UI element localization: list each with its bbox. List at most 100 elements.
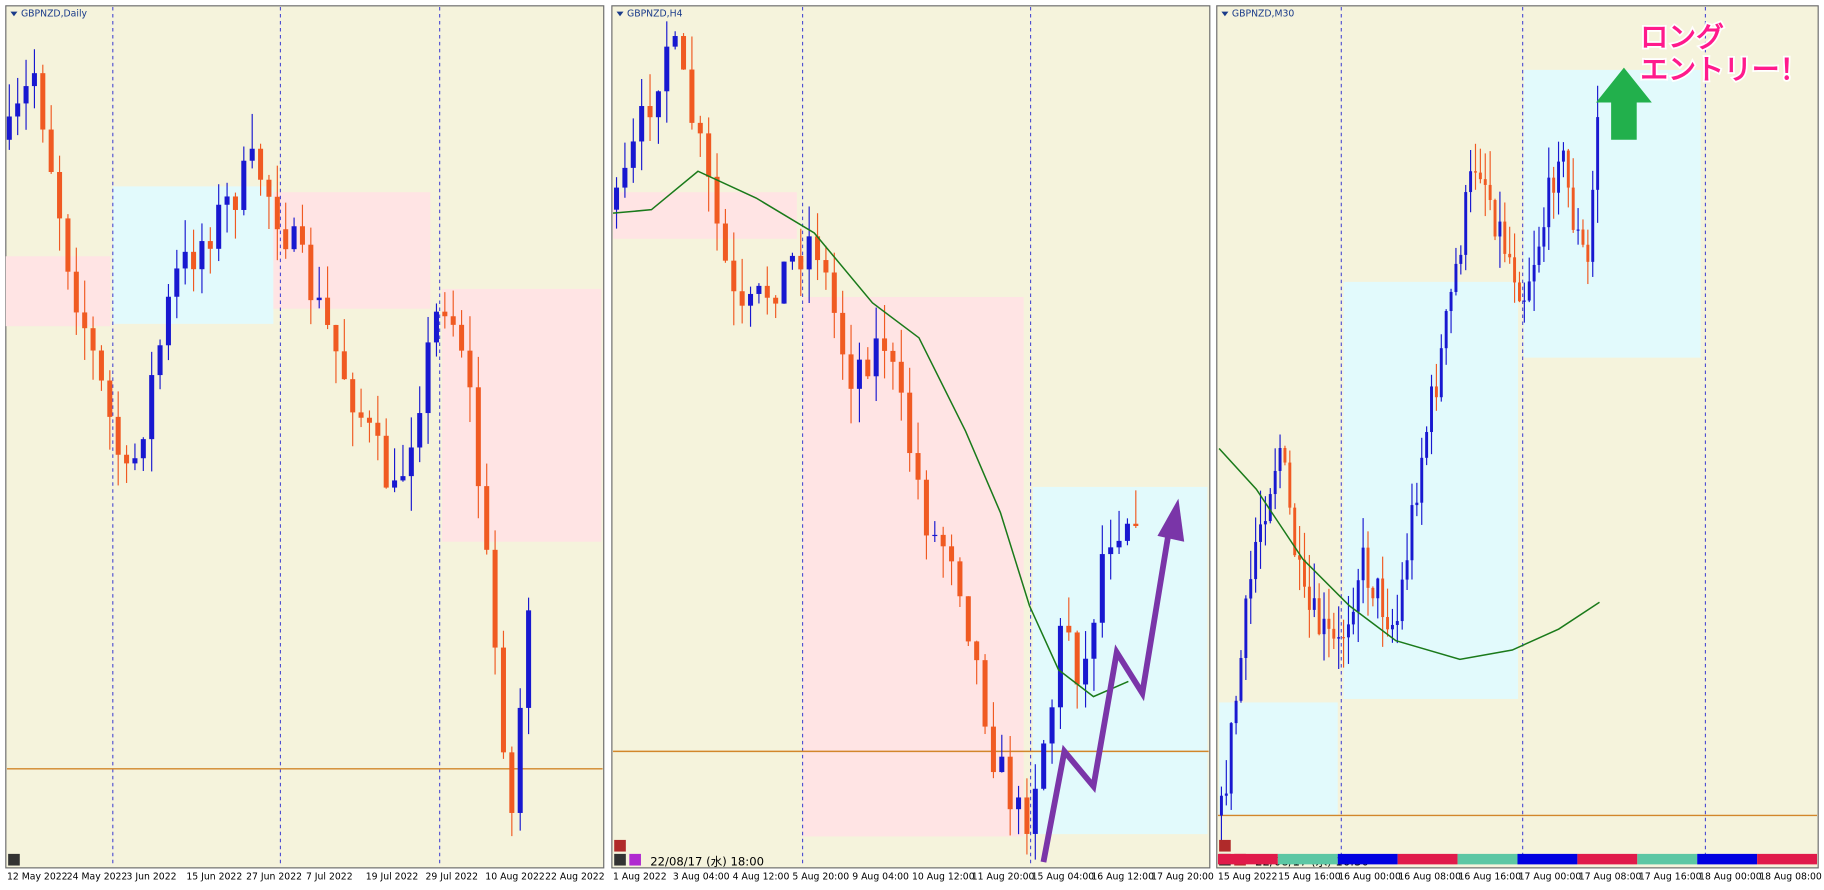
candle-body (1032, 788, 1038, 834)
candle-body (697, 122, 703, 134)
candle-body (764, 285, 770, 298)
candle-body (442, 311, 448, 317)
candle-body (1503, 221, 1507, 254)
candle-body (1542, 227, 1546, 247)
timestamp-label: 22/08/17 (水) 18:00 (650, 855, 764, 869)
candle-body (140, 439, 146, 459)
candle-body (1566, 150, 1570, 188)
candle-body (1459, 254, 1463, 264)
x-axis-label: 17 Aug 08:00 (1579, 872, 1642, 883)
candle-body (375, 422, 381, 436)
candle-body (1016, 797, 1022, 810)
candle-body (509, 752, 515, 813)
candle-body (1449, 291, 1453, 312)
candle-body (1571, 187, 1575, 230)
candle-body (1537, 246, 1541, 265)
candle-body (789, 255, 795, 262)
candle-body (1133, 523, 1139, 527)
panel-menu-arrow (616, 11, 624, 17)
candle-body (90, 328, 96, 351)
candle-body (1547, 177, 1551, 228)
candle-body (165, 296, 171, 346)
candle-body (1083, 658, 1089, 685)
entry-annotation: エントリー！ (1640, 53, 1807, 86)
candle-body (815, 236, 821, 261)
session-bar (1337, 853, 1398, 865)
candle-body (1317, 598, 1321, 635)
x-axis-label: 18 Aug 00:00 (1699, 872, 1762, 883)
candle-body (898, 361, 904, 393)
candle-body (1390, 624, 1394, 630)
candle-body (1386, 617, 1390, 630)
candle-body (383, 435, 389, 488)
candle-body (1342, 637, 1346, 639)
session-bar (1277, 853, 1338, 865)
candle-body (1259, 524, 1262, 542)
candle-body (199, 241, 205, 270)
candle-body (283, 229, 289, 250)
candle-body (714, 176, 720, 224)
x-axis-label: 9 Aug 04:00 (852, 872, 909, 883)
x-axis-label: 15 Aug 16:00 (1278, 872, 1341, 883)
candle-body (274, 196, 280, 230)
candle-body (1249, 579, 1253, 599)
candle-body (630, 141, 636, 168)
candle-body (1508, 253, 1512, 258)
candle-body (949, 546, 955, 562)
candle-body (232, 196, 238, 210)
candle-body (1337, 637, 1341, 639)
candle-body (689, 69, 695, 123)
candle-body (1425, 432, 1429, 458)
candle-body (216, 204, 222, 249)
candle-body (856, 359, 862, 389)
candle-body (1366, 547, 1370, 588)
candle-body (890, 350, 896, 362)
candle-body (672, 36, 678, 47)
candle-body (82, 312, 88, 329)
session-bar (1697, 853, 1758, 865)
candle-body (241, 160, 247, 210)
x-axis-label: 17 Aug 20:00 (1151, 872, 1214, 883)
session-bar (1757, 853, 1818, 865)
candle-body (1049, 707, 1055, 744)
candle-body (417, 413, 423, 448)
panel-title: GBPNZD,Daily (21, 8, 88, 19)
candle-body (174, 268, 180, 297)
candle-body (1278, 448, 1282, 471)
candle-body (681, 36, 687, 70)
x-axis-label: 11 Aug 20:00 (972, 872, 1035, 883)
candle-body (1254, 541, 1258, 580)
x-axis-label: 24 May 2022 (67, 872, 128, 883)
candle-body (191, 251, 197, 270)
candle-body (450, 316, 456, 325)
x-axis-label: 12 May 2022 (7, 872, 68, 883)
candle-body (974, 641, 980, 661)
zone-box (442, 288, 602, 542)
session-bar (1397, 853, 1458, 865)
candle-body (1066, 625, 1072, 633)
candle-body (1576, 229, 1580, 231)
x-axis-label: 7 Jul 2022 (306, 872, 353, 883)
candle-body (1303, 559, 1306, 587)
candle-body (132, 458, 138, 464)
candle-body (1116, 540, 1122, 548)
candle-body (1522, 300, 1526, 302)
candle-body (484, 486, 490, 550)
candle-body (48, 129, 54, 172)
x-axis-label: 22 Aug 2022 (545, 872, 605, 883)
candle-body (1405, 560, 1409, 580)
candle-body (1532, 264, 1536, 282)
candle-body (23, 86, 29, 104)
candle-body (341, 351, 347, 380)
candle-body (1099, 554, 1105, 623)
candle-body (308, 244, 314, 301)
candle-body (1493, 200, 1497, 237)
candle-body (639, 106, 645, 142)
x-axis-label: 5 Aug 20:00 (792, 872, 849, 883)
candle-body (15, 103, 21, 117)
candle-body (57, 171, 63, 219)
entry-arrow (1596, 67, 1652, 140)
x-axis-label: 27 Jun 2022 (246, 872, 302, 883)
candle-body (224, 196, 230, 205)
candle-body (425, 342, 431, 414)
